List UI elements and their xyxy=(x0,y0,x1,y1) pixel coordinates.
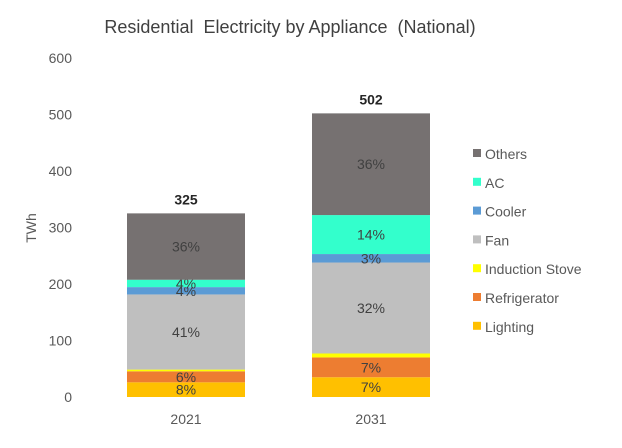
bar-segment-refrigerator-2021 xyxy=(127,371,245,383)
legend-label: Lighting xyxy=(485,319,534,335)
legend: Others AC Cooler Fan Induction Stove Refriger… xyxy=(473,146,582,335)
y-tick-label: 300 xyxy=(49,220,73,236)
chart-title: Residential Electricity by Appliance (Na… xyxy=(104,17,475,37)
y-tick-label: 0 xyxy=(64,389,72,405)
bar-segment-lighting-2021 xyxy=(127,382,245,397)
bar-segment-fan-2031 xyxy=(312,262,430,354)
total-label: 502 xyxy=(359,91,383,107)
bar-segment-cooler-2021 xyxy=(127,287,245,295)
bar-segment-others-2031 xyxy=(312,113,430,216)
data-label: 36% xyxy=(357,156,385,172)
legend-label: AC xyxy=(485,175,504,191)
data-label: 32% xyxy=(357,300,385,316)
x-tick-label: 2031 xyxy=(355,411,386,427)
legend-swatch xyxy=(473,235,481,244)
y-tick-label: 100 xyxy=(49,333,73,349)
bar-segment-induction-stove-2021 xyxy=(127,369,245,372)
y-axis-ticks: 0 100 200 300 400 500 600 xyxy=(49,50,73,405)
bar-segment-ac-2031 xyxy=(312,215,430,255)
y-tick-label: 500 xyxy=(49,107,73,123)
data-label: 6% xyxy=(176,369,196,385)
bar-segment-ac-2021 xyxy=(127,279,245,288)
y-axis-label: TWh xyxy=(23,213,39,243)
legend-swatch xyxy=(473,293,481,301)
data-label: 8% xyxy=(176,382,196,398)
bar-segment-induction-stove-2031 xyxy=(312,353,430,358)
data-label: 36% xyxy=(172,239,200,255)
data-label: 14% xyxy=(357,227,385,243)
data-label: 7% xyxy=(361,379,381,395)
data-label: 41% xyxy=(172,324,200,340)
x-tick-label: 2021 xyxy=(170,411,201,427)
y-tick-label: 600 xyxy=(49,50,73,66)
legend-swatch xyxy=(473,177,481,186)
total-label: 325 xyxy=(174,191,198,207)
y-tick-label: 400 xyxy=(49,163,73,179)
x-axis-ticks: 2021 2031 xyxy=(170,411,386,427)
bar-segment-fan-2021 xyxy=(127,294,245,370)
bar-segment-others-2021 xyxy=(127,213,245,280)
legend-swatch xyxy=(473,149,481,157)
y-tick-label: 200 xyxy=(49,276,73,292)
bar-segment-cooler-2031 xyxy=(312,254,430,263)
legend-swatch xyxy=(473,206,481,215)
bar-segment-refrigerator-2031 xyxy=(312,357,430,378)
legend-label: Cooler xyxy=(485,204,527,220)
legend-label: Induction Stove xyxy=(485,261,582,277)
legend-label: Refrigerator xyxy=(485,290,559,306)
legend-label: Fan xyxy=(485,232,509,248)
data-label: 7% xyxy=(361,359,381,375)
legend-label: Others xyxy=(485,146,527,162)
legend-swatch xyxy=(473,264,481,273)
bar-segment-lighting-2031 xyxy=(312,377,430,397)
data-label: 3% xyxy=(361,250,381,266)
legend-swatch xyxy=(473,321,481,330)
